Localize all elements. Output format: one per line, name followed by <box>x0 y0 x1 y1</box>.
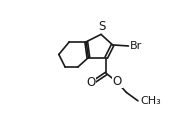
Text: O: O <box>113 75 122 88</box>
Text: S: S <box>98 20 105 33</box>
Text: CH₃: CH₃ <box>141 96 161 106</box>
Text: Br: Br <box>130 41 142 51</box>
Text: O: O <box>86 76 96 89</box>
